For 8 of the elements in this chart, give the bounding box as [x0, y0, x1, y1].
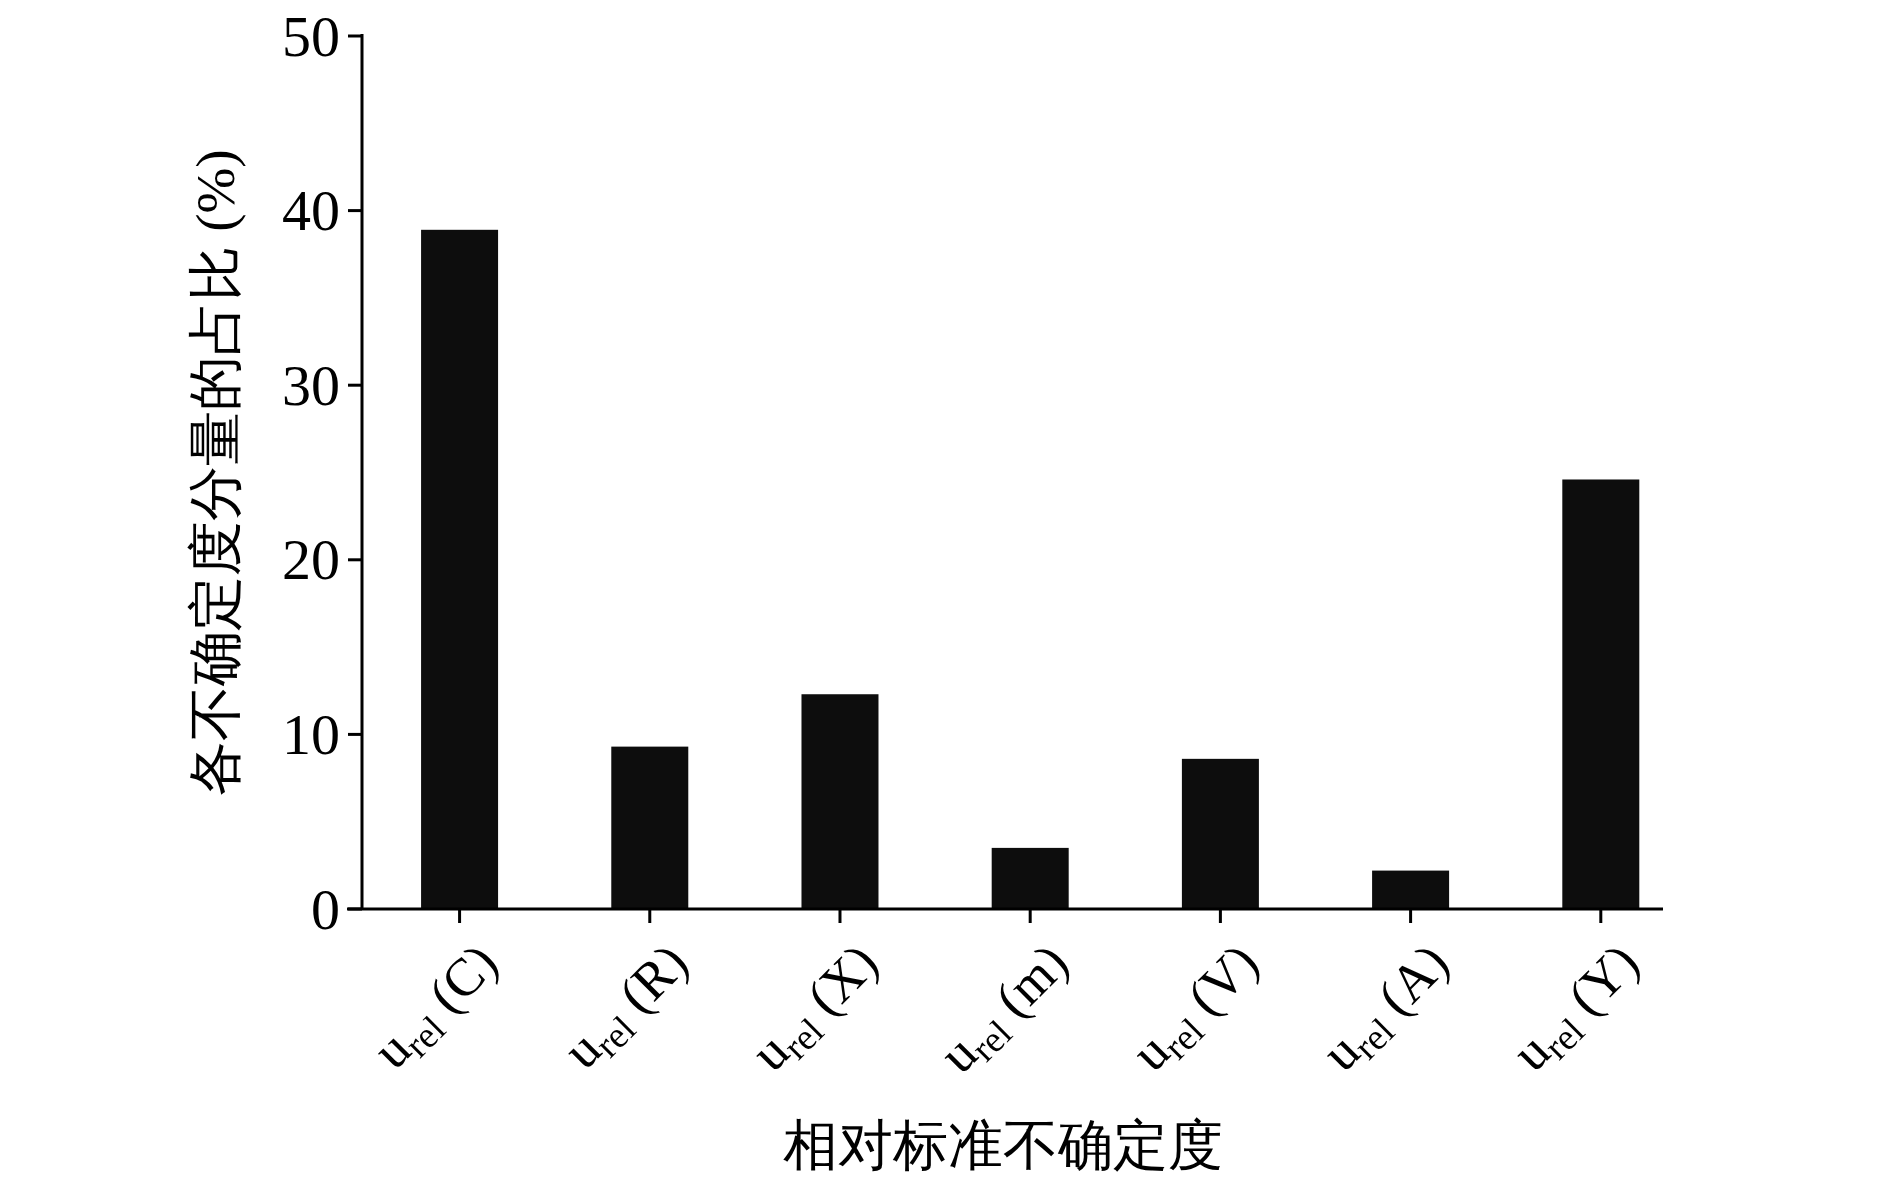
y-tick-label: 40: [282, 178, 340, 244]
y-tick-label: 10: [282, 701, 340, 767]
x-axis-title: 相对标准不确定度: [782, 1114, 1223, 1176]
y-tick-label: 30: [282, 352, 340, 418]
y-tick-label: 0: [311, 876, 340, 942]
y-tick-label: 50: [282, 3, 340, 69]
y-tick-label: 20: [282, 527, 340, 593]
y-axis-title: 各不确定度分量的占比 (%): [184, 149, 246, 796]
